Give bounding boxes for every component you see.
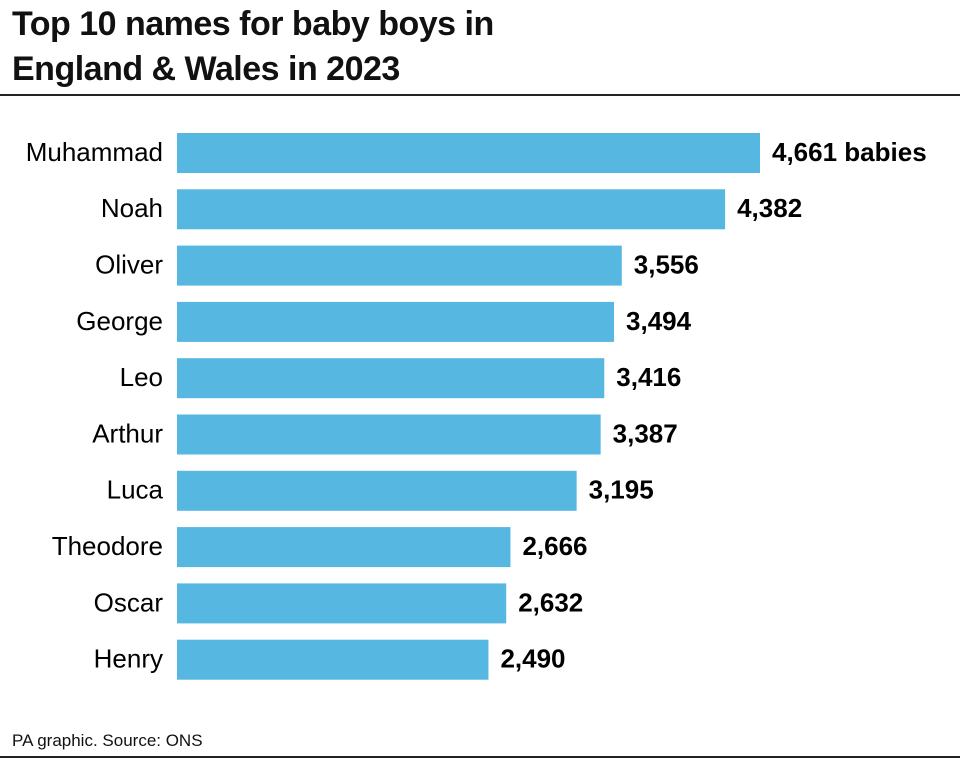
value-label: 3,494	[626, 306, 692, 336]
bottom-rule	[0, 756, 960, 758]
value-label: 4,661 babies	[772, 137, 927, 167]
value-label: 2,632	[518, 587, 583, 617]
source-note: PA graphic. Source: ONS	[12, 731, 203, 750]
bar	[177, 358, 605, 399]
bar	[177, 639, 489, 680]
category-label: Noah	[101, 193, 163, 223]
value-label: 4,382	[737, 193, 802, 223]
value-label: 3,195	[589, 475, 654, 505]
bar	[177, 583, 507, 624]
category-label: Luca	[107, 475, 164, 505]
value-label: 2,666	[522, 531, 587, 561]
bar	[177, 470, 577, 511]
category-label: Theodore	[52, 531, 163, 561]
category-label: Henry	[94, 644, 163, 674]
category-label: Oliver	[95, 249, 163, 279]
category-label: Leo	[120, 362, 163, 392]
category-label: Oscar	[94, 587, 164, 617]
value-label: 3,556	[634, 249, 699, 279]
bar	[177, 414, 601, 455]
category-label: Muhammad	[26, 137, 163, 167]
bar	[177, 301, 615, 342]
title-rule	[0, 94, 960, 96]
value-label: 3,416	[616, 362, 681, 392]
value-label: 3,387	[613, 418, 678, 448]
category-label: Arthur	[92, 418, 163, 448]
value-label: 2,490	[500, 644, 565, 674]
bar	[177, 189, 726, 230]
bar	[177, 245, 622, 286]
bar	[177, 133, 760, 173]
category-label: George	[76, 306, 163, 336]
chart-title: Top 10 names for baby boys in England & …	[12, 5, 494, 88]
bar	[177, 527, 511, 568]
